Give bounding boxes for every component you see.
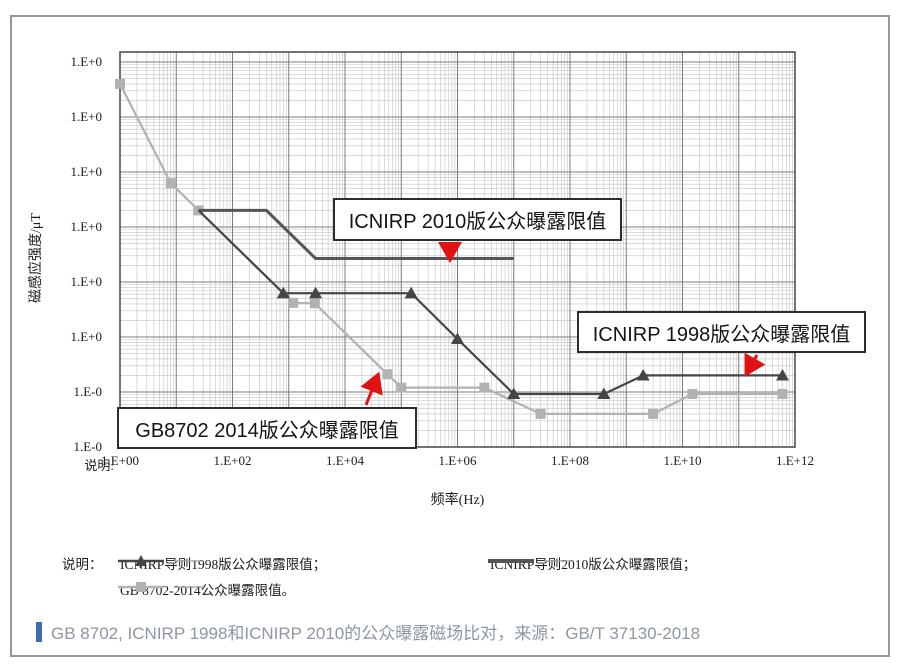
caption-accent-bar: [36, 621, 42, 642]
square-marker: [687, 388, 698, 399]
triangle-marker: [404, 286, 418, 299]
square-marker: [309, 298, 320, 309]
x-tick-label: 1.E+10: [663, 453, 701, 468]
annotation-gb8702: GB8702 2014版公众曝露限值: [117, 407, 417, 449]
legend-sample-icnirp2010: [488, 559, 574, 563]
plot-border: [119, 51, 796, 448]
triangle-marker: [636, 368, 650, 381]
square-marker: [648, 408, 659, 419]
legend-item-icnirp1998: ICNIRP导则1998版公众曝露限值；: [116, 553, 326, 573]
legend-sample-icnirp1998: [118, 555, 204, 566]
series-line: [198, 208, 514, 260]
square-marker: [165, 178, 176, 189]
figure-caption: GB 8702, ICNIRP 1998和ICNIRP 2010的公众曝露磁场比…: [36, 619, 700, 644]
x-tick-label: 1.E+12: [776, 453, 814, 468]
legend-item-icnirp2010: ICNIRP导则2010版公众曝露限值；: [486, 553, 696, 573]
triangle-marker: [507, 387, 521, 399]
square-marker: [115, 78, 125, 89]
y-tick-label: 1.E+0: [70, 274, 102, 289]
x-tick-label: 1.E+02: [213, 453, 251, 468]
y-tick-label: 1.E-0: [73, 384, 102, 399]
square-marker: [777, 388, 788, 399]
x-tick-label: 1.E+08: [551, 453, 589, 468]
x-tick-label: 1.E+00: [101, 453, 139, 468]
x-axis-title: 频率(Hz): [430, 493, 485, 508]
annotation-icnirp-2010: ICNIRP 2010版公众曝露限值: [333, 198, 622, 241]
legend-square-marker: [136, 582, 146, 592]
y-tick-label: 1.E+0: [70, 109, 102, 124]
legend-heading: 说明：: [62, 557, 103, 572]
caption-text: GB 8702, ICNIRP 1998和ICNIRP 2010的公众曝露磁场比…: [51, 624, 701, 643]
triangle-marker: [776, 368, 790, 381]
y-tick-label: 1.E+0: [70, 164, 102, 179]
y-tick-label: 1.E+0: [70, 329, 102, 344]
triangle-marker: [276, 286, 290, 299]
legend-triangle-marker: [135, 555, 147, 566]
triangle-marker: [451, 332, 464, 344]
square-marker: [288, 297, 299, 308]
legend-item-gb8702: GB 8702-2014公众曝露限值。: [116, 579, 295, 599]
legend-sample-gb8702: [118, 582, 204, 592]
y-tick-label: 1.E+0: [70, 219, 102, 234]
triangle-marker: [309, 286, 323, 299]
axis-corner-note: 说明:: [84, 458, 114, 473]
square-marker: [479, 382, 490, 393]
chart-plot: 1.E+00 1.E+02 1.E+04 1.E+06 1.E+08 1.E+10 1.E+…: [70, 51, 814, 468]
square-marker: [396, 382, 407, 393]
y-axis-title: 磁感应强度/μT: [29, 213, 44, 303]
x-tick-label: 1.E+06: [438, 453, 477, 468]
y-tick-label: 1.E+0: [70, 54, 102, 69]
square-marker: [535, 408, 546, 419]
y-tick-label: 1.E-0: [73, 439, 102, 454]
legend-label-icnirp2010: ICNIRP导则2010版公众曝露限值；: [490, 557, 697, 572]
legend-label-icnirp1998: ICNIRP导则1998版公众曝露限值；: [120, 557, 327, 572]
x-tick-label: 1.E+04: [326, 453, 365, 468]
triangle-marker: [597, 387, 611, 399]
annotation-icnirp-1998: ICNIRP 1998版公众曝露限值: [577, 311, 866, 353]
square-marker: [382, 369, 393, 380]
